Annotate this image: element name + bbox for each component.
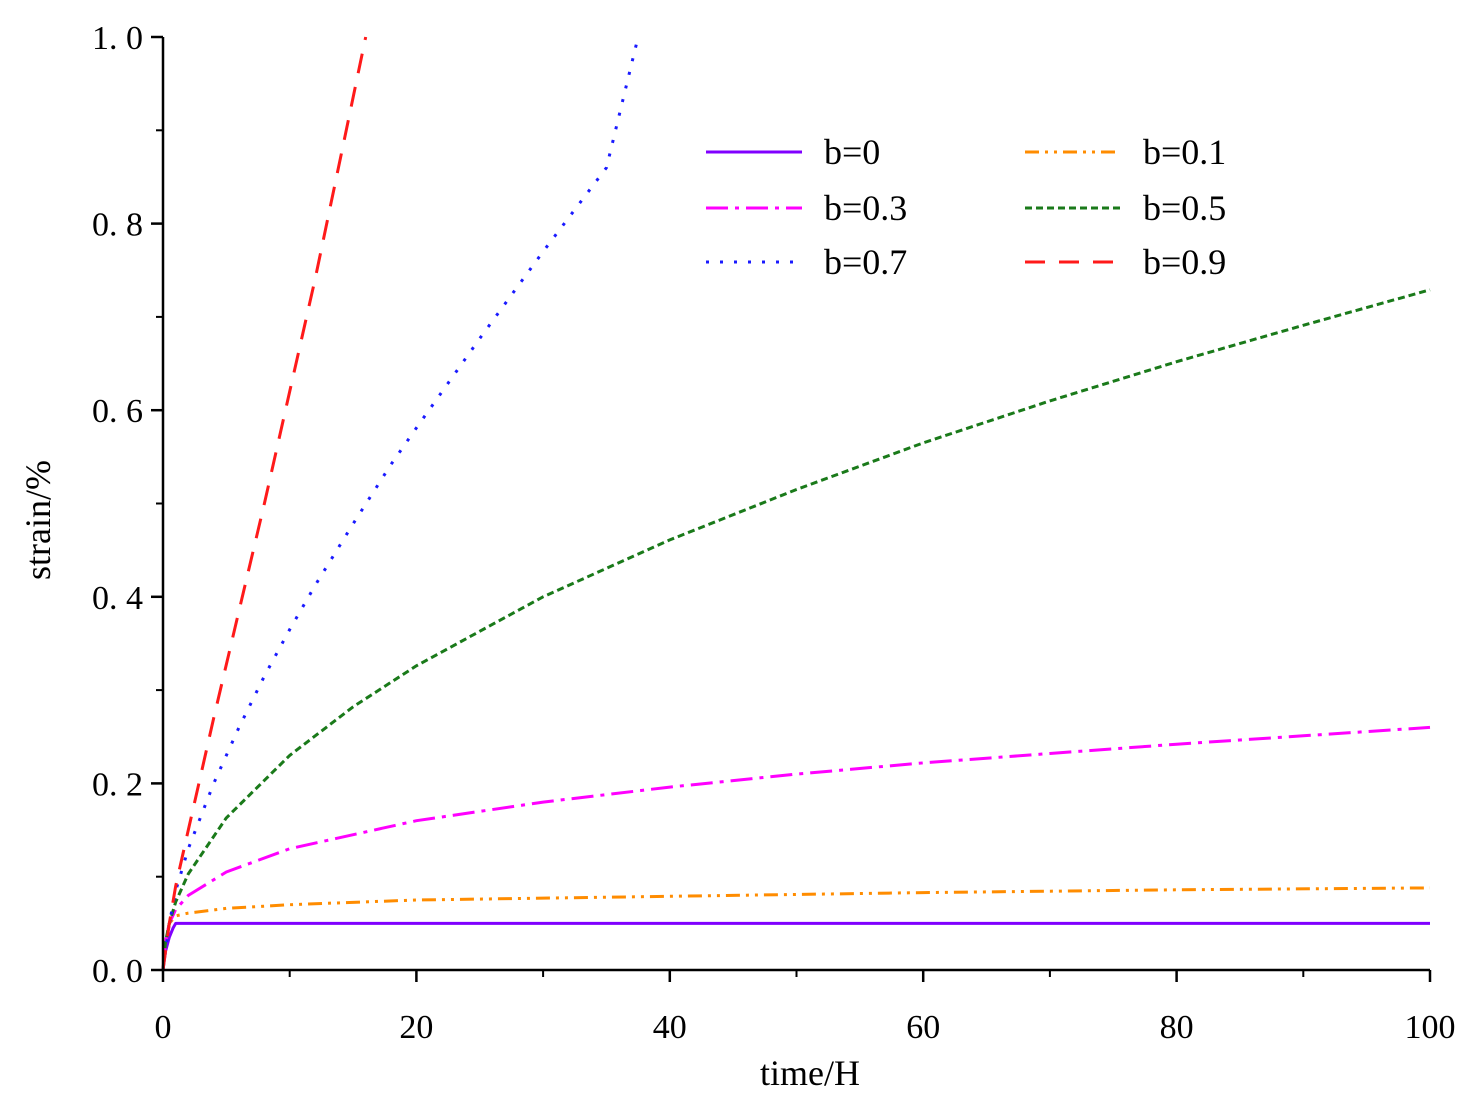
- legend-label: b=0.3: [824, 188, 907, 228]
- legend: b=0 b=0.1 b=0.3 b=0.5 b=0.7 b=0.9: [706, 132, 1226, 282]
- y-axis-title: strain/%: [18, 460, 58, 580]
- y-tick-label: 0. 4: [92, 580, 143, 617]
- legend-label: b=0.9: [1143, 242, 1226, 282]
- y-tick-label: 1. 0: [92, 20, 143, 57]
- y-tick-label: 0. 0: [92, 953, 143, 990]
- x-tick-label: 80: [1160, 1009, 1194, 1046]
- series-line-b-0-7: [161, 36, 640, 971]
- y-tick-label: 0. 8: [92, 207, 143, 244]
- series-line-b-0-3: [161, 725, 1431, 971]
- series-layer: [161, 36, 1431, 971]
- x-tick-label: 0: [155, 1009, 172, 1046]
- legend-label: b=0: [824, 132, 880, 172]
- y-tick-label: 0. 2: [92, 766, 143, 803]
- series-line-b-0-9: [161, 36, 368, 971]
- legend-label: b=0.1: [1143, 132, 1226, 172]
- series-line-b-0: [161, 921, 1430, 971]
- axes-layer: [161, 37, 1430, 972]
- x-tick-label: 100: [1405, 1009, 1456, 1046]
- x-axis-title: time/H: [760, 1053, 860, 1093]
- series-line-b-0-5: [161, 288, 1431, 971]
- x-tick-label: 20: [399, 1009, 433, 1046]
- legend-label: b=0.5: [1143, 188, 1226, 228]
- series-line-b-0-1: [161, 886, 1431, 971]
- x-tick-label: 60: [906, 1009, 940, 1046]
- ticks-layer: 0 20 40 60 80 100 0. 0 0. 2 0. 4 0. 6 0. 8 1. 0: [92, 20, 1456, 1046]
- y-tick-label: 0. 6: [92, 393, 143, 430]
- x-tick-label: 40: [653, 1009, 687, 1046]
- legend-label: b=0.7: [824, 242, 907, 282]
